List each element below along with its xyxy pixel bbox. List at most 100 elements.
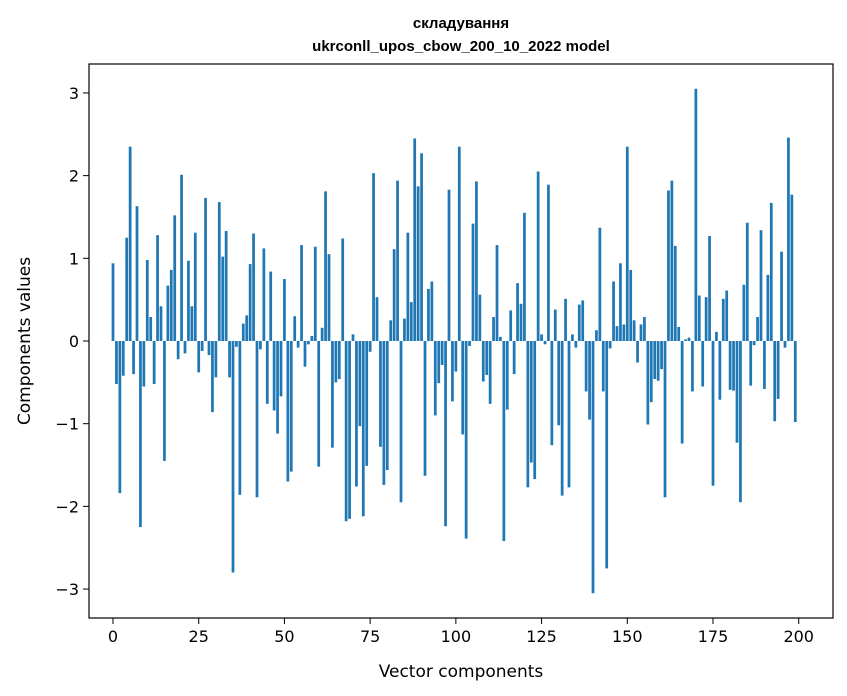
bar [180, 174, 183, 341]
bar [543, 341, 547, 345]
bar [176, 341, 180, 360]
bar [355, 341, 358, 487]
bar [560, 341, 564, 496]
bar [660, 341, 663, 370]
bar [464, 341, 468, 539]
bar [721, 298, 725, 341]
bar [697, 295, 701, 341]
bar [169, 269, 173, 341]
y-tick-label: 0 [69, 332, 79, 351]
bar [756, 317, 759, 341]
bar [564, 298, 567, 341]
bar [715, 331, 718, 341]
bar [111, 263, 115, 341]
bar [639, 324, 643, 341]
bar [670, 180, 674, 341]
bar [478, 294, 482, 341]
bar [142, 341, 146, 387]
bar [437, 341, 441, 384]
bar [735, 341, 739, 443]
bar [272, 341, 276, 411]
bar [159, 306, 163, 341]
bar [409, 302, 413, 341]
chart-title-line1: складування [413, 15, 509, 32]
bar [245, 315, 249, 341]
bar [793, 341, 797, 423]
bar [673, 245, 677, 341]
bar [776, 341, 780, 399]
bar [454, 341, 458, 372]
bar [591, 341, 595, 594]
bar [457, 146, 461, 341]
bar [601, 341, 605, 392]
bar [739, 341, 742, 503]
bar-series [111, 88, 797, 594]
bar [763, 341, 766, 389]
bar [680, 341, 684, 444]
bar [769, 202, 773, 341]
bar [385, 341, 389, 470]
bar [526, 341, 530, 488]
bar [687, 337, 691, 341]
bar [759, 230, 763, 341]
bar [547, 184, 550, 341]
bar [341, 238, 345, 341]
bar [694, 88, 698, 341]
bar [286, 341, 290, 482]
bar [540, 334, 543, 341]
x-tick-label: 0 [108, 627, 118, 646]
bar [619, 263, 622, 341]
bar [375, 297, 379, 341]
bar [259, 341, 262, 350]
x-tick-label: 25 [189, 627, 209, 646]
x-tick-label: 200 [783, 627, 814, 646]
bar [193, 232, 197, 341]
bar [667, 190, 670, 341]
bar [128, 146, 132, 341]
bar [307, 341, 310, 345]
bar [121, 341, 125, 376]
bar [608, 341, 612, 349]
bar [550, 341, 554, 446]
bar [235, 341, 238, 347]
bar [499, 336, 502, 341]
bar [766, 274, 770, 341]
bar [368, 341, 372, 352]
bar [132, 341, 135, 375]
bar [183, 341, 187, 354]
bar [300, 245, 303, 341]
bar [231, 341, 235, 573]
y-tick-label: 2 [69, 167, 79, 186]
bar [790, 194, 794, 341]
bar [732, 341, 735, 391]
bar [495, 245, 499, 341]
bar [440, 341, 444, 365]
bar [217, 202, 221, 341]
bar [283, 278, 286, 341]
bar [749, 341, 753, 386]
bar [481, 341, 485, 382]
bar [279, 341, 283, 397]
bar [187, 260, 190, 341]
bar [379, 341, 382, 447]
x-tick-label: 100 [441, 627, 472, 646]
bar [629, 269, 633, 341]
x-axis-label: Vector components [379, 662, 544, 682]
bar [139, 341, 142, 528]
x-tick-label: 75 [360, 627, 380, 646]
bar [447, 189, 451, 341]
y-axis-label: Components values [15, 257, 35, 425]
bar [221, 256, 225, 341]
bar [512, 341, 516, 375]
bar [584, 341, 588, 392]
bar [553, 309, 557, 341]
bar [488, 341, 492, 404]
bar [615, 326, 619, 341]
bar [276, 341, 279, 434]
bar [289, 341, 293, 472]
bar [773, 341, 777, 422]
y-axis-ticks: 3 2 1 0 −1 −2 −3 [55, 84, 89, 599]
bar [516, 283, 519, 341]
bar [392, 249, 396, 341]
bar [663, 341, 667, 498]
